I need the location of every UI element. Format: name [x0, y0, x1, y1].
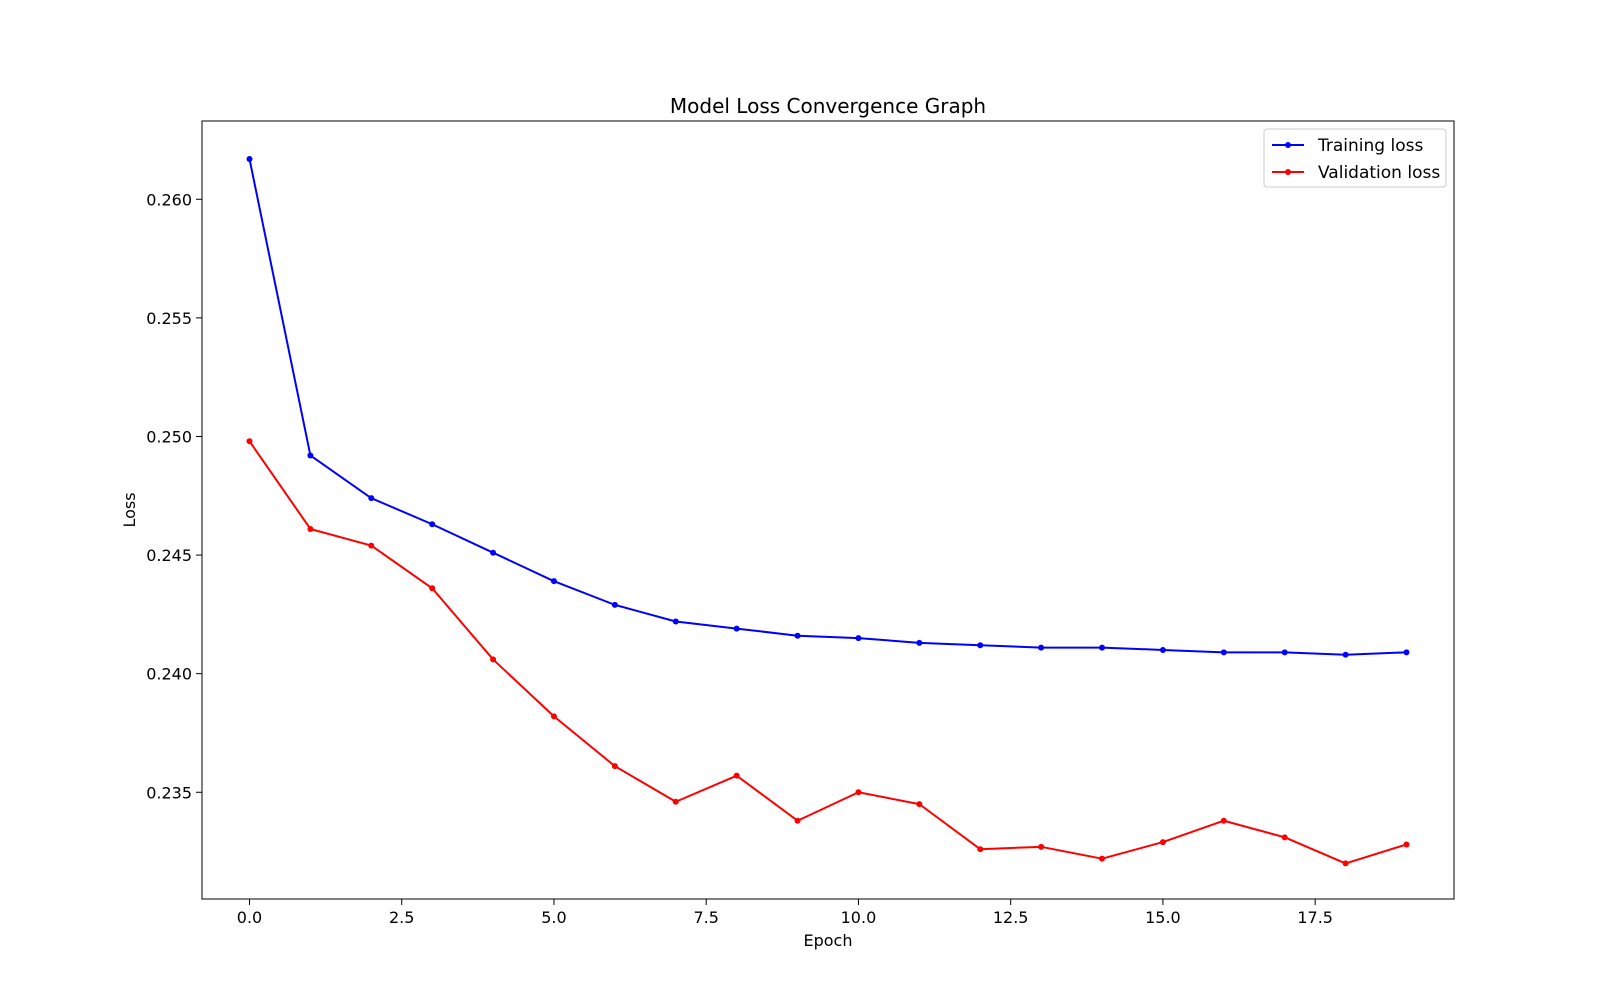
- validation-loss-point: [307, 525, 314, 532]
- training-loss-point: [307, 452, 314, 459]
- training-loss-point: [246, 155, 253, 162]
- training-loss-point: [429, 521, 436, 528]
- validation-loss-point: [1220, 817, 1227, 824]
- x-tick-label: 7.5: [693, 908, 718, 927]
- validation-loss-point: [794, 817, 801, 824]
- training-loss-line: [248, 158, 1407, 656]
- x-tick-label: 15.0: [1145, 908, 1181, 927]
- x-tick-label: 10.0: [841, 908, 877, 927]
- x-tick-label: 5.0: [541, 908, 566, 927]
- training-loss-point: [611, 601, 618, 608]
- training-loss-point: [1342, 651, 1349, 658]
- x-axis: 0.0 2.5 5.0 7.5 10.0 12.5 15.0 17.5: [237, 899, 1333, 927]
- validation-loss-point: [733, 772, 740, 779]
- validation-loss-point: [1281, 834, 1288, 841]
- validation-loss-point: [1159, 839, 1166, 846]
- training-loss-point: [1281, 649, 1288, 656]
- validation-loss-point: [490, 656, 497, 663]
- training-loss-point: [1220, 649, 1227, 656]
- validation-loss-point: [1403, 841, 1410, 848]
- x-tick-label: 0.0: [237, 908, 262, 927]
- validation-loss-point: [977, 846, 984, 853]
- training-loss-point: [672, 618, 679, 625]
- y-axis: 0.235 0.240 0.245 0.250 0.255 0.260: [146, 190, 202, 802]
- validation-loss-line: [248, 440, 1407, 865]
- training-loss-legend-label: Training loss: [1317, 136, 1423, 156]
- y-tick-label: 0.245: [146, 546, 192, 565]
- training-loss-point: [1403, 649, 1410, 656]
- validation-loss-point: [429, 585, 436, 592]
- validation-loss-legend-marker: [1285, 169, 1291, 175]
- validation-loss-point: [550, 713, 557, 720]
- y-tick-label: 0.260: [146, 190, 192, 209]
- training-loss-legend-marker: [1285, 142, 1291, 148]
- training-loss-point: [368, 495, 375, 502]
- validation-loss-point: [1342, 860, 1349, 867]
- x-tick-label: 12.5: [993, 908, 1029, 927]
- training-loss-point: [490, 549, 497, 556]
- training-loss-point: [916, 639, 923, 646]
- validation-loss-point: [1038, 843, 1045, 850]
- validation-loss-point: [916, 801, 923, 808]
- training-loss-point: [1099, 644, 1106, 651]
- training-loss-point: [1038, 644, 1045, 651]
- legend-box: [1263, 128, 1447, 188]
- validation-loss-point: [246, 438, 253, 445]
- y-tick-label: 0.255: [146, 309, 192, 328]
- validation-loss-legend-label: Validation loss: [1318, 163, 1440, 183]
- training-loss-point: [733, 625, 740, 632]
- plot-frame: [201, 120, 1455, 900]
- training-loss-point: [550, 578, 557, 585]
- y-tick-label: 0.240: [146, 665, 192, 684]
- validation-loss-point: [611, 763, 618, 770]
- legend: Training loss Validation loss: [1263, 128, 1447, 188]
- training-loss-point: [794, 632, 801, 639]
- validation-loss-point: [368, 542, 375, 549]
- plot-area: 0.0 2.5 5.0 7.5 10.0 12.5 15.0 17.5 0.2350.2400…: [146, 120, 1455, 927]
- y-tick-label: 0.250: [146, 427, 192, 446]
- validation-loss-point: [1099, 855, 1106, 862]
- training-loss-point: [1159, 646, 1166, 653]
- training-loss-point: [855, 635, 862, 642]
- validation-loss-point: [855, 789, 862, 796]
- series-layer: [246, 155, 1410, 867]
- x-tick-label: 2.5: [389, 908, 414, 927]
- y-axis-label: Loss: [120, 492, 139, 527]
- x-tick-label: 17.5: [1297, 908, 1333, 927]
- chart-title: Model Loss Convergence Graph: [670, 94, 986, 118]
- training-loss-point: [977, 642, 984, 649]
- y-tick-label: 0.235: [146, 783, 192, 802]
- validation-loss-point: [672, 798, 679, 805]
- x-axis-label: Epoch: [804, 931, 853, 950]
